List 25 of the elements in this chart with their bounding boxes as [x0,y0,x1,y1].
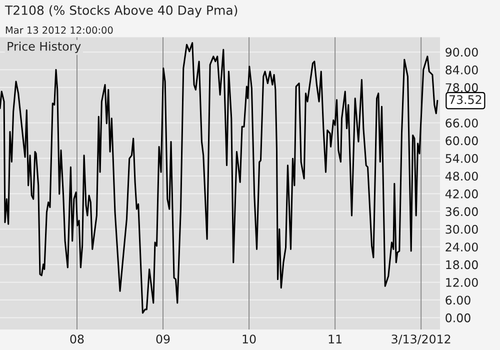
x-tick-label: 11 [328,334,342,344]
line-series [0,42,438,314]
y-tick-label: 18.00 [446,260,478,270]
y-tick-label: 12.00 [446,278,478,287]
y-tick-label: 90.00 [446,48,478,57]
chart-subtitle: Mar 13 2012 12:00:00 [6,26,113,34]
x-tick-label: 10 [242,334,256,344]
y-tick-label: 24.00 [446,242,478,252]
annotation: Price History [8,42,81,54]
y-tick-label: 48.00 [445,172,478,181]
y-tick-label: 60.00 [446,136,478,146]
y-tick-label: 78.00 [446,83,478,92]
y-tick-label: 54.00 [446,154,478,163]
y-tick-label: 6.00 [446,296,470,305]
x-tick-label: 3/13/2012 [392,334,450,344]
y-tick-label: 0.00 [446,313,470,322]
y-tick-label: 30.00 [446,224,478,234]
y-tick-label: 36.00 [446,207,478,216]
x-tick-label: 09 [156,334,170,344]
annotation: 73.52 [450,95,482,104]
y-tick-label: 66.00 [446,118,478,128]
y-tick-label: 42.00 [445,189,478,198]
y-tick-label: 84.00 [446,65,478,74]
chart-title: T2108 (% Stocks Above 40 Day Pma) [4,5,238,18]
x-tick-label: 08 [70,334,84,344]
